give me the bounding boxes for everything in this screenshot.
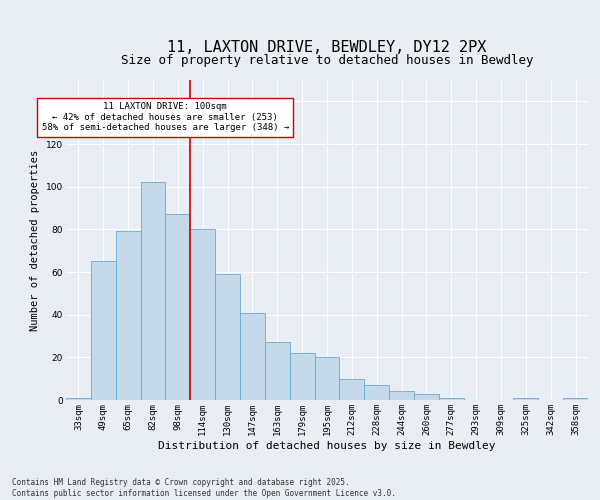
Text: Contains HM Land Registry data © Crown copyright and database right 2025.
Contai: Contains HM Land Registry data © Crown c…: [12, 478, 396, 498]
Y-axis label: Number of detached properties: Number of detached properties: [31, 150, 40, 330]
Bar: [314, 358, 340, 400]
Bar: [514, 398, 538, 400]
Title: 11, LAXTON DRIVE, BEWDLEY, DY12 2PX: 11, LAXTON DRIVE, BEWDLEY, DY12 2PX: [167, 40, 487, 55]
Bar: [563, 398, 588, 400]
Bar: [190, 230, 215, 400]
Bar: [340, 378, 364, 400]
Bar: [66, 398, 91, 400]
Bar: [116, 232, 140, 400]
Bar: [389, 392, 414, 400]
Bar: [414, 394, 439, 400]
Bar: [166, 214, 190, 400]
Bar: [240, 312, 265, 400]
Bar: [290, 353, 314, 400]
Bar: [140, 182, 166, 400]
X-axis label: Distribution of detached houses by size in Bewdley: Distribution of detached houses by size …: [158, 440, 496, 450]
Text: 11 LAXTON DRIVE: 100sqm
← 42% of detached houses are smaller (253)
58% of semi-d: 11 LAXTON DRIVE: 100sqm ← 42% of detache…: [41, 102, 289, 132]
Bar: [265, 342, 290, 400]
Bar: [91, 262, 116, 400]
Text: Size of property relative to detached houses in Bewdley: Size of property relative to detached ho…: [121, 54, 533, 67]
Bar: [215, 274, 240, 400]
Bar: [439, 398, 464, 400]
Bar: [364, 385, 389, 400]
